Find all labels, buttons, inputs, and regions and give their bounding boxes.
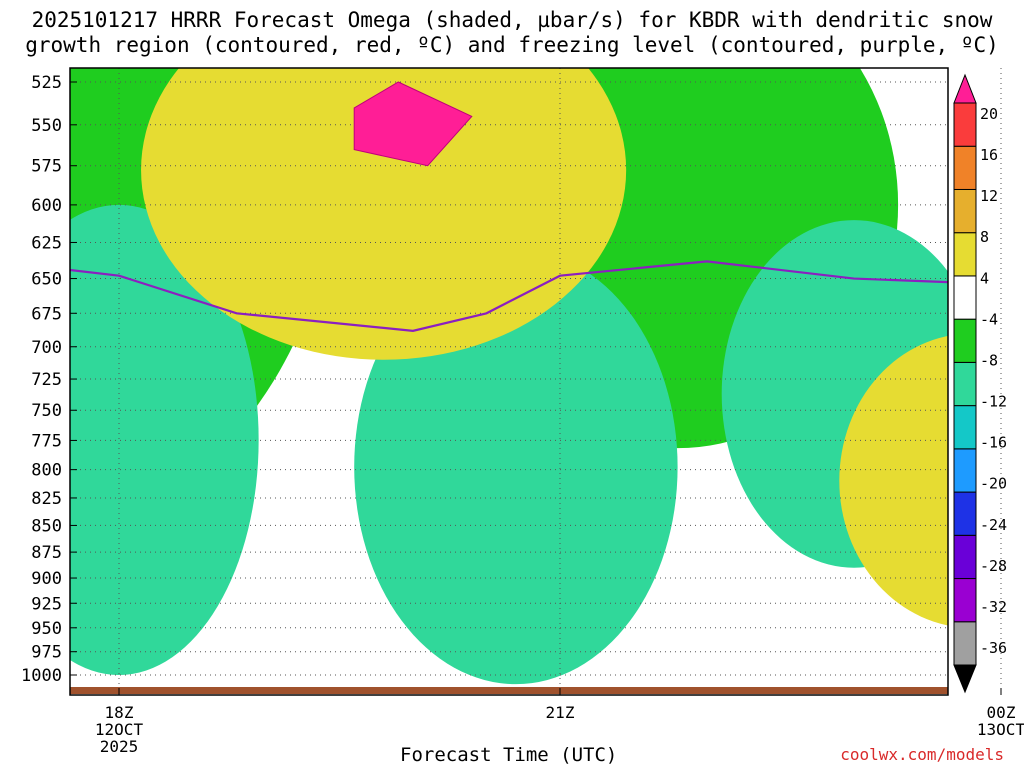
colorbar-label: -28: [980, 557, 1007, 575]
x-axis-title: Forecast Time (UTC): [400, 744, 618, 766]
y-tick-label: 750: [31, 401, 62, 421]
y-tick-label: 800: [31, 461, 62, 481]
colorbar-label: -24: [980, 516, 1007, 534]
y-tick-label: 925: [31, 594, 62, 614]
x-tick-label: 2025: [100, 737, 139, 756]
y-tick-label: 775: [31, 431, 62, 451]
x-tick-label: 18Z: [105, 703, 134, 722]
omega-cell: [354, 249, 678, 685]
colorbar-box: [953, 491, 977, 536]
plot-frame: [69, 67, 949, 696]
omega-cell: [70, 204, 259, 675]
colorbar-label: -8: [980, 351, 998, 369]
colorbar-box: [953, 102, 977, 147]
y-tick-label: 625: [31, 233, 62, 253]
colorbar-box: [953, 405, 977, 450]
colorbar-label: 16: [980, 146, 998, 164]
y-tick-label: 850: [31, 516, 62, 536]
y-tick-label: 825: [31, 489, 62, 509]
omega-region-neutral: [927, 68, 948, 196]
y-tick-label: 600: [31, 196, 62, 216]
colorbar-label: -12: [980, 393, 1007, 411]
colorbar-box: [953, 534, 977, 580]
freezing-level-line: [70, 260, 948, 332]
x-tick-label: 21Z: [546, 703, 575, 722]
colorbar-box: [953, 578, 977, 623]
terrain-strip: [70, 687, 948, 694]
y-tick-label: 700: [31, 338, 62, 358]
dendritic-contour: [353, 81, 473, 167]
colorbar-label: -16: [980, 434, 1007, 452]
colorbar-label: -36: [980, 639, 1007, 657]
y-tick-label: 900: [31, 569, 62, 589]
colorbar-label: 12: [980, 187, 998, 205]
y-tick-label: 725: [31, 370, 62, 390]
omega-cell: [839, 335, 948, 626]
y-tick-label: 525: [31, 73, 62, 93]
credit-link[interactable]: coolwx.com/models: [840, 745, 1004, 764]
colorbar-box: [953, 145, 977, 190]
chart-title: 2025101217 HRRR Forecast Omega (shaded, …: [25, 8, 999, 57]
y-tick-label: 575: [31, 157, 62, 177]
colorbar-label: 20: [980, 105, 998, 123]
y-tick-label: 650: [31, 270, 62, 290]
colorbar-arrow-top: [953, 73, 977, 104]
colorbar-arrow-bottom: [953, 664, 977, 694]
y-tick-label: 975: [31, 643, 62, 663]
y-tick-label: 950: [31, 619, 62, 639]
colorbar-box: [953, 318, 977, 363]
y-tick-label: 550: [31, 116, 62, 136]
colorbar-box: [953, 621, 977, 666]
omega-cell: [141, 68, 627, 360]
colorbar-label: 8: [980, 228, 989, 246]
colorbar-label: 4: [980, 269, 989, 287]
y-tick-label: 1000: [21, 666, 62, 686]
y-tick-label: 675: [31, 304, 62, 324]
colorbar-label: -4: [980, 310, 998, 328]
colorbar-box: [953, 188, 977, 234]
omega-field: [70, 68, 948, 685]
colorbar-box: [953, 361, 977, 407]
x-tick-label: 13OCT: [977, 720, 1024, 739]
colorbar-box: [953, 275, 977, 320]
x-tick-label: 00Z: [987, 703, 1016, 722]
x-tick-label: 12OCT: [95, 720, 144, 739]
colorbar-label: -20: [980, 475, 1007, 493]
colorbar-box: [953, 448, 977, 493]
colorbar-label: -32: [980, 598, 1007, 616]
y-tick-label: 875: [31, 543, 62, 563]
colorbar-box: [953, 232, 977, 277]
